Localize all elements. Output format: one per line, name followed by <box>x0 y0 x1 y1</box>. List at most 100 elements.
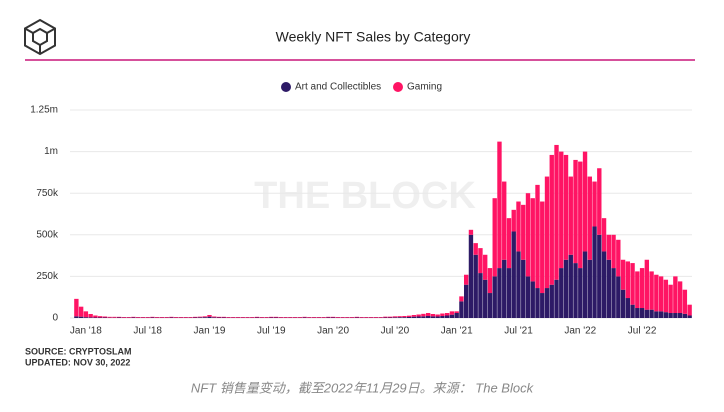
bar <box>616 276 620 318</box>
y-tick-label: 0 <box>52 313 58 324</box>
bar <box>459 296 463 301</box>
bar <box>493 198 497 276</box>
source-note: SOURCE: CRYPTOSLAM <box>25 346 132 356</box>
x-tick-label: Jul '18 <box>133 326 162 337</box>
bar <box>664 280 668 312</box>
bar <box>364 317 368 318</box>
bar <box>602 218 606 251</box>
bar <box>683 290 687 314</box>
bar <box>331 317 335 318</box>
bar <box>359 317 363 318</box>
bar <box>554 145 558 280</box>
bar <box>174 317 178 318</box>
bar <box>84 311 88 317</box>
bar <box>207 317 211 318</box>
bar <box>687 316 691 318</box>
bar <box>250 317 254 318</box>
bar <box>573 160 577 263</box>
bar <box>597 235 601 318</box>
bar <box>312 317 316 318</box>
x-tick-label: Jan '18 <box>70 326 102 337</box>
x-tick-label: Jul '20 <box>381 326 410 337</box>
bar <box>416 315 420 317</box>
bar <box>217 317 221 318</box>
bar <box>103 317 107 318</box>
bar <box>440 314 444 316</box>
bar <box>293 317 297 318</box>
bar <box>654 311 658 318</box>
y-tick-label: 750k <box>36 188 59 199</box>
bar <box>687 305 691 316</box>
bar <box>279 317 283 318</box>
bar <box>412 315 416 317</box>
bar <box>578 268 582 318</box>
x-tick-label: Jul '21 <box>504 326 533 337</box>
bar <box>145 317 149 318</box>
bar <box>435 315 439 317</box>
bar <box>165 317 169 318</box>
chart-title: Weekly NFT Sales by Category <box>276 29 471 45</box>
bar <box>426 316 430 318</box>
bar <box>545 177 549 288</box>
bar <box>188 317 192 318</box>
bar <box>397 316 401 317</box>
x-tick-label: Jan '20 <box>317 326 349 337</box>
bar <box>88 317 92 318</box>
bar <box>169 317 173 318</box>
bar <box>578 162 582 268</box>
bar <box>402 317 406 318</box>
bar <box>635 308 639 318</box>
bar <box>649 271 653 309</box>
bar <box>435 317 439 318</box>
bar <box>450 311 454 314</box>
bar <box>393 317 397 318</box>
bar <box>184 317 188 318</box>
y-tick-label: 1.25m <box>30 105 58 116</box>
bar <box>573 263 577 318</box>
watermark: THE BLOCK <box>254 175 476 217</box>
bar <box>454 311 458 313</box>
x-tick-label: Jan '19 <box>194 326 226 337</box>
bar <box>640 308 644 318</box>
bar <box>583 152 587 252</box>
bar <box>374 317 378 318</box>
bar <box>607 235 611 260</box>
legend-label: Gaming <box>407 82 442 93</box>
bar <box>212 317 216 318</box>
bar <box>122 317 126 318</box>
bar <box>654 275 658 312</box>
bar <box>426 313 430 316</box>
bar <box>502 182 506 260</box>
bar <box>307 317 311 318</box>
bar <box>179 317 183 318</box>
bar <box>245 317 249 318</box>
bar <box>350 317 354 318</box>
bar <box>445 313 449 315</box>
bar <box>93 316 97 318</box>
bar <box>602 251 606 318</box>
bar <box>659 276 663 311</box>
bar <box>150 317 154 318</box>
bar <box>583 251 587 318</box>
bar <box>421 314 425 316</box>
bar <box>616 240 620 277</box>
x-tick-label: Jan '21 <box>441 326 473 337</box>
y-tick-label: 250k <box>36 271 59 282</box>
bar <box>88 314 92 317</box>
bar <box>431 314 435 316</box>
bar <box>469 230 473 235</box>
bar <box>502 260 506 318</box>
bar <box>317 317 321 318</box>
bar <box>668 313 672 318</box>
bar <box>630 305 634 318</box>
bar <box>526 276 530 318</box>
bar <box>474 255 478 318</box>
bar <box>469 235 473 318</box>
bar <box>79 307 83 317</box>
bar <box>388 317 392 318</box>
bar <box>117 317 121 318</box>
bar <box>212 317 216 318</box>
bar <box>507 218 511 268</box>
